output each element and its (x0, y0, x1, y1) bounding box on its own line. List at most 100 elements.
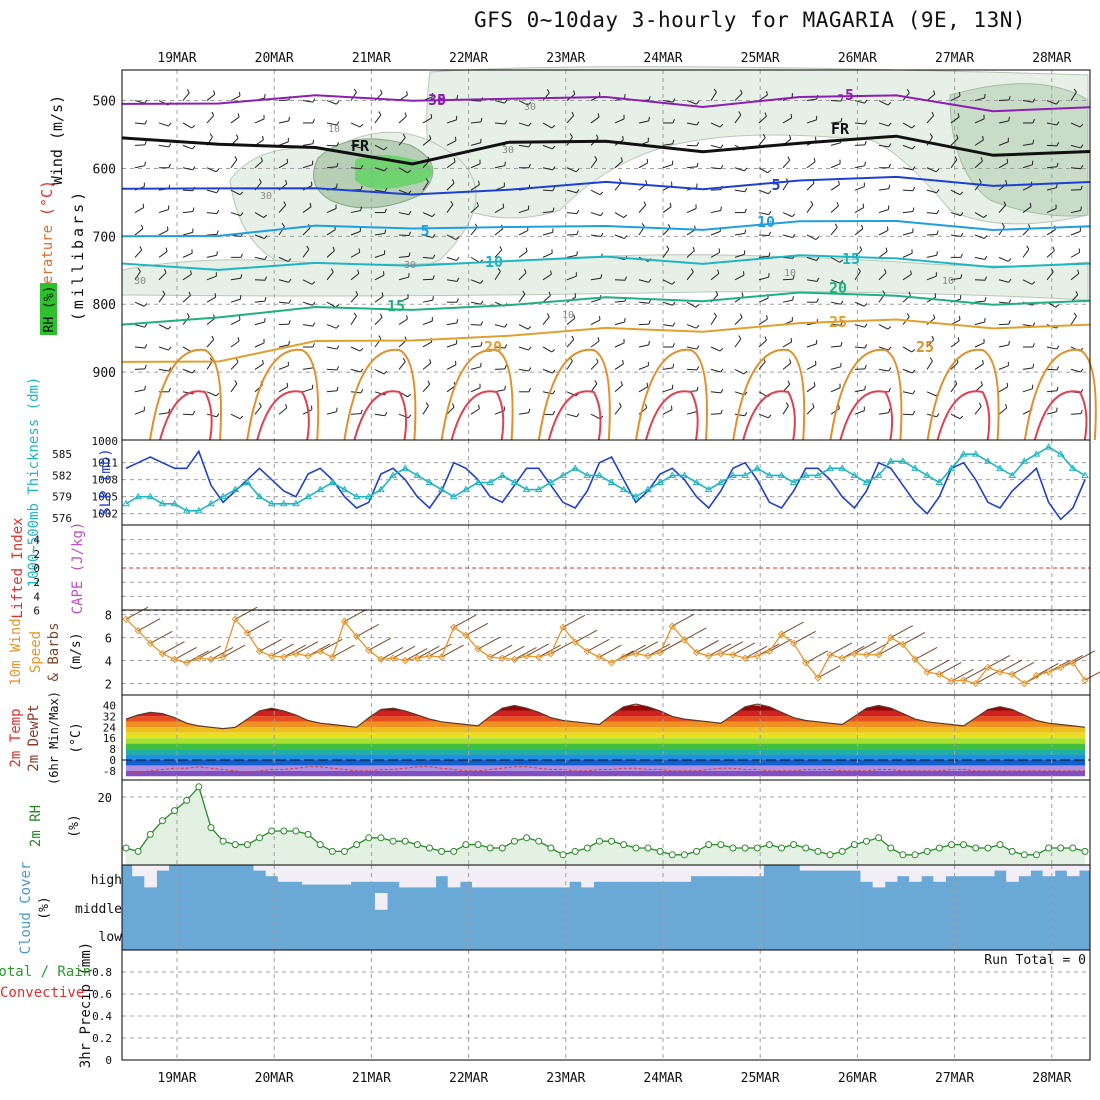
wind-barb (686, 100, 697, 105)
wind-barb (470, 345, 481, 348)
wind-barb (264, 255, 268, 260)
rh-marker (171, 807, 179, 815)
wind-barb (1050, 268, 1054, 273)
wind-barb (1080, 144, 1084, 149)
thickness-marker (449, 492, 458, 500)
wind-barb (259, 638, 282, 652)
wind-barb (1080, 368, 1084, 373)
wind-barb (806, 234, 817, 240)
wind-marker (899, 640, 907, 649)
wind-marker (935, 670, 944, 679)
wind-barb (134, 324, 145, 328)
wind-barb (720, 389, 724, 394)
wind-barb (182, 211, 193, 214)
wind-barb (638, 120, 649, 124)
wind-marker (510, 655, 519, 664)
wind-barb (452, 403, 455, 408)
temperature-label: FR (831, 120, 850, 138)
thickness-marker (207, 499, 215, 507)
wind-barb (734, 368, 745, 375)
wind-barb (326, 122, 337, 126)
wind-barb (812, 403, 815, 408)
wind-marker (753, 652, 761, 660)
wind-barb (398, 115, 407, 124)
wind-barb (528, 408, 531, 413)
wind-barb (1032, 343, 1035, 348)
wind-barb (840, 97, 844, 102)
wind-barb (456, 257, 460, 261)
wind-barb (494, 249, 503, 258)
wind-barb (134, 100, 145, 104)
wind-barb (254, 212, 264, 219)
wind-barb (782, 181, 789, 191)
x-tick-bottom: 22MAR (449, 1071, 488, 1086)
wind-barb (350, 91, 357, 101)
wind-barb (141, 224, 144, 229)
wind-barb (672, 363, 675, 368)
rh-marker (765, 841, 773, 849)
wind-barb (254, 279, 266, 281)
rh-label: 10 (562, 310, 574, 321)
wind-barb (504, 323, 508, 328)
wind-barb (446, 322, 457, 326)
ylabel-wind10m-barbs: & Barbs (46, 622, 62, 681)
rh2m-panel: 20 2m RH (%) (28, 780, 1090, 865)
wind-marker (450, 623, 458, 631)
thickness-marker (680, 471, 689, 478)
wind-barb (887, 102, 892, 106)
cloud-clear (739, 865, 752, 877)
wind-barb (552, 390, 556, 395)
wind-barb (624, 276, 628, 281)
wind-barb (950, 361, 959, 370)
wind-barb (975, 671, 998, 684)
isotherm-FR (121, 134, 1091, 166)
wind-barb (734, 253, 745, 258)
wind-barb (878, 188, 889, 191)
wind-barb (336, 142, 340, 147)
thickness-marker (1032, 450, 1041, 457)
wind-barb (836, 201, 839, 207)
temperature-label: 20 (829, 279, 847, 297)
wind-barb (878, 324, 889, 330)
wind-barb (998, 99, 1010, 102)
wind-barb (672, 139, 675, 144)
cloud-clear (872, 865, 886, 888)
isotherm-35 (547, 390, 602, 441)
wind-barb (885, 247, 888, 252)
rh-marker (207, 824, 215, 832)
wind-barb (638, 279, 649, 283)
wind-barb (407, 190, 412, 195)
y-tick-label: 700 (93, 230, 116, 245)
wind-barb (360, 409, 363, 414)
wind-barb (302, 301, 313, 306)
rh-marker (353, 841, 361, 849)
cloud-clear (824, 865, 837, 871)
wind-barb (1072, 650, 1096, 664)
wind-marker (437, 653, 446, 661)
wind-barb (854, 100, 865, 104)
rh-marker (280, 827, 288, 835)
wind-barb (999, 659, 1023, 673)
wind-barb (134, 122, 145, 125)
wind-barb (974, 212, 984, 219)
wind-barb (422, 320, 433, 326)
wind-barb (1008, 278, 1012, 283)
wind-barb (494, 228, 504, 236)
ylabel-total-rain: Total / Rain (0, 964, 91, 980)
li-tick-label: 2 (33, 576, 40, 589)
wind-marker (620, 653, 628, 661)
wind-barb (785, 402, 789, 407)
wind-barb (165, 247, 168, 252)
wind-marker (644, 652, 652, 660)
wind-barb (929, 133, 933, 138)
temperature-band (126, 743, 1085, 750)
wind-barb (1079, 123, 1084, 128)
wind-barb (206, 167, 217, 173)
wind-barb (862, 203, 865, 208)
wind-barb (998, 279, 1009, 283)
wind-barb (427, 380, 431, 385)
wind-barb (478, 404, 480, 409)
wind-barb (162, 641, 185, 655)
cloud-clear (144, 865, 157, 888)
wind-barb (425, 178, 429, 183)
